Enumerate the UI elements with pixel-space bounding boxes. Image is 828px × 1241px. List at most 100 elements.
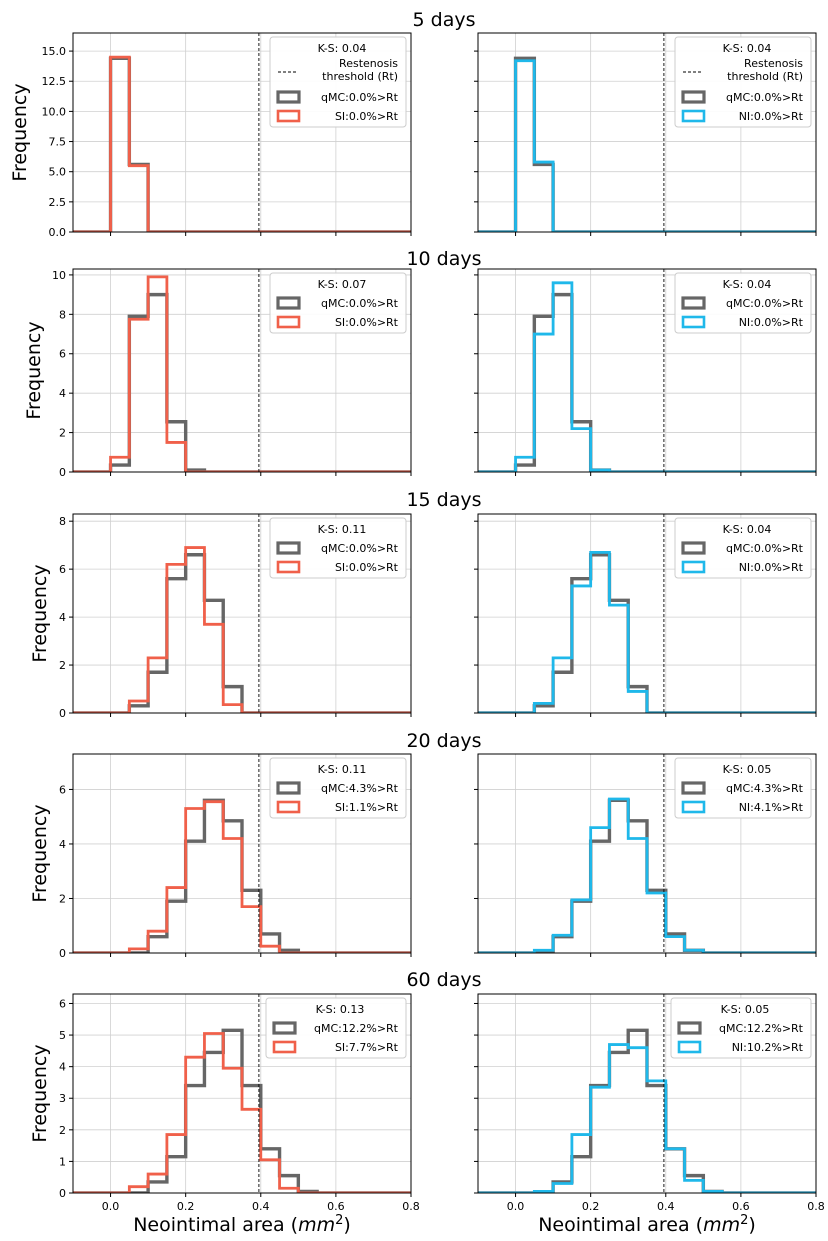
legend-label: NI:0.0%>Rt: [739, 316, 804, 329]
legend-swatch: [681, 315, 706, 329]
y-tick-label: 10.0: [42, 105, 67, 118]
legend-label: NI:0.0%>Rt: [739, 561, 804, 574]
legend: K-S: 0.04 qMC:0.0%>Rt NI:0.0%>Rt: [674, 517, 812, 579]
histogram-panel-0: 0.0 2.5 5.0 7.5 10.0 12.5 15.0 5 days Frequency K…: [9, 9, 475, 239]
panel-title: 20 days: [406, 730, 481, 752]
legend-swatch: [272, 1021, 297, 1035]
legend-swatch: [681, 781, 706, 795]
axes-frame: [477, 32, 817, 233]
axes-frame: [72, 753, 412, 954]
panel-title: 15 days: [406, 489, 481, 511]
threshold-legend-label: threshold (Rt): [727, 70, 803, 83]
legend-label: qMC:12.2%>Rt: [314, 1022, 399, 1035]
y-tick-label: 1: [59, 1155, 66, 1168]
legend-label: qMC:0.0%>Rt: [321, 91, 399, 104]
y-tick-label: 0: [59, 947, 66, 960]
ni-histogram-series: [478, 797, 816, 953]
legend-label: qMC:0.0%>Rt: [726, 297, 804, 310]
panel-title: 5 days: [413, 9, 476, 31]
y-tick-label: 15.0: [42, 45, 67, 58]
qmc-histogram-series: [478, 798, 816, 953]
legend-swatch: [681, 90, 706, 104]
si-histogram-series: [73, 55, 411, 232]
si-histogram-series: [73, 275, 411, 472]
y-tick-label: 8: [59, 515, 66, 528]
y-tick-label: 2.5: [49, 196, 67, 209]
legend-swatch: [276, 800, 301, 814]
legend-box: [674, 272, 812, 334]
legend-box: [674, 36, 812, 128]
y-tick-label: 6: [59, 783, 66, 796]
ni-histogram-series: [478, 550, 816, 713]
ks-statistic-label: K-S: 0.11: [318, 523, 367, 536]
legend-label: NI:10.2%>Rt: [732, 1041, 804, 1054]
histogram-panel-5: K-S: 0.04 qMC:0.0%>Rt NI:0.0%>Rt: [474, 513, 817, 717]
legend-label: SI:7.7%>Rt: [335, 1041, 399, 1054]
y-axis-label: Frequency: [9, 83, 31, 181]
axes-frame: [72, 32, 412, 233]
legend: K-S: 0.04 qMC:0.0%>Rt NI:0.0%>Rt: [674, 272, 812, 334]
legend-swatch: [276, 560, 301, 574]
y-tick-label: 2: [59, 427, 66, 440]
histogram-panel-8: 0 1 2 3 4 5 6 0.0 0.2 0.4 0.6 0.8 60 days Frequency Ne…: [29, 969, 482, 1236]
legend-swatch: [681, 560, 706, 574]
legend-swatch: [677, 1040, 702, 1054]
legend-swatch: [677, 1021, 702, 1035]
ks-statistic-label: K-S: 0.04: [318, 42, 367, 55]
legend-box: [265, 997, 407, 1059]
x-tick-label: 0.8: [807, 1200, 825, 1213]
legend-box: [670, 997, 812, 1059]
legend: K-S: 0.11 qMC:0.0%>Rt SI:0.0%>Rt: [269, 517, 407, 579]
legend-swatch: [276, 296, 301, 310]
legend: K-S: 0.05 qMC:4.3%>Rt NI:4.1%>Rt: [674, 757, 812, 819]
ks-statistic-label: K-S: 0.04: [723, 523, 772, 536]
legend-box: [674, 757, 812, 819]
y-tick-label: 4: [59, 838, 66, 851]
histogram-panel-9: 0.0 0.2 0.4 0.6 0.8 Neointimal area (mm2) K-S:…: [474, 993, 825, 1236]
legend-swatch: [276, 781, 301, 795]
ni-histogram-series: [478, 281, 816, 472]
legend: K-S: 0.05 qMC:12.2%>Rt NI:10.2%>Rt: [670, 997, 812, 1059]
legend-swatch: [681, 296, 706, 310]
axes-frame: [477, 268, 817, 473]
y-tick-label: 5: [59, 1029, 66, 1042]
legend: K-S: 0.13 qMC:12.2%>Rt SI:7.7%>Rt: [265, 997, 407, 1059]
histogram-panel-6: 0 2 4 6 20 days Frequency K-S: 0.11 qMC:4.3%>Rt…: [29, 730, 482, 960]
legend-label: qMC:0.0%>Rt: [726, 542, 804, 555]
legend-box: [269, 517, 407, 579]
legend-swatch: [276, 315, 301, 329]
legend-label: SI:0.0%>Rt: [335, 110, 399, 123]
legend-swatch: [272, 1040, 297, 1054]
y-axis-label: Frequency: [29, 1044, 51, 1142]
ni-histogram-series: [478, 1043, 816, 1193]
y-tick-label: 3: [59, 1092, 66, 1105]
histogram-panel-3: K-S: 0.04 qMC:0.0%>Rt NI:0.0%>Rt: [474, 268, 817, 476]
y-tick-label: 0: [59, 1187, 66, 1200]
y-tick-label: 8: [59, 308, 66, 321]
histogram-panel-4: 0 2 4 6 8 15 days Frequency K-S: 0.11 qMC:0.0%>R…: [29, 489, 482, 720]
si-histogram-series: [73, 1032, 411, 1193]
legend-box: [269, 757, 407, 819]
legend-swatch: [681, 541, 706, 555]
legend-box: [269, 272, 407, 334]
histogram-panel-7: K-S: 0.05 qMC:4.3%>Rt NI:4.1%>Rt: [474, 753, 817, 957]
y-tick-label: 2: [59, 892, 66, 905]
y-tick-label: 0: [59, 466, 66, 479]
y-tick-label: 10: [52, 269, 66, 282]
legend-label: qMC:0.0%>Rt: [726, 91, 804, 104]
x-axis-label: Neointimal area (mm2): [133, 1213, 351, 1236]
y-tick-label: 2: [59, 1124, 66, 1137]
x-tick-label: 0.0: [507, 1200, 525, 1213]
legend-swatch: [681, 109, 706, 123]
y-tick-label: 0: [59, 707, 66, 720]
legend-box: [269, 36, 407, 128]
y-axis-label: Frequency: [29, 804, 51, 902]
y-tick-label: 7.5: [49, 136, 67, 149]
legend-swatch: [276, 109, 301, 123]
y-tick-label: 4: [59, 387, 66, 400]
x-tick-label: 0.0: [102, 1200, 120, 1213]
threshold-legend-label: threshold (Rt): [322, 70, 398, 83]
y-tick-label: 4: [59, 1061, 66, 1074]
y-tick-label: 0.0: [49, 226, 67, 239]
